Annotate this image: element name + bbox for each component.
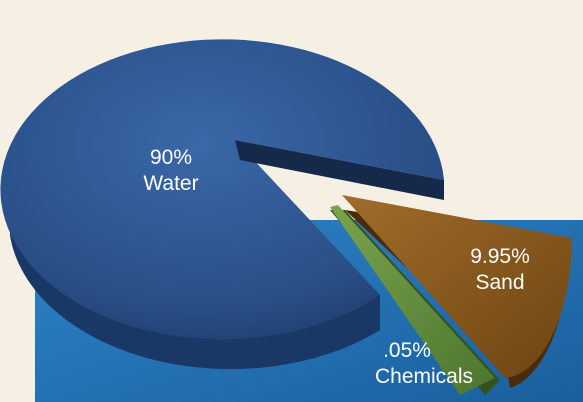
chemicals-name-label: Chemicals xyxy=(375,365,473,388)
pie-slice-water-side-rim xyxy=(10,200,380,369)
pie-slice-water-cut xyxy=(235,140,444,200)
pie-slice-chemicals xyxy=(330,205,495,395)
chemicals-percent-label: .05% xyxy=(383,339,431,362)
sand-name-label: Sand xyxy=(475,271,524,294)
pie-slice-sand xyxy=(342,195,572,378)
sand-percent-label: 9.95% xyxy=(470,245,530,268)
water-percent-label: 90% xyxy=(150,146,192,169)
water-name-label: Water xyxy=(143,172,198,195)
pie-slice-water xyxy=(0,39,445,340)
